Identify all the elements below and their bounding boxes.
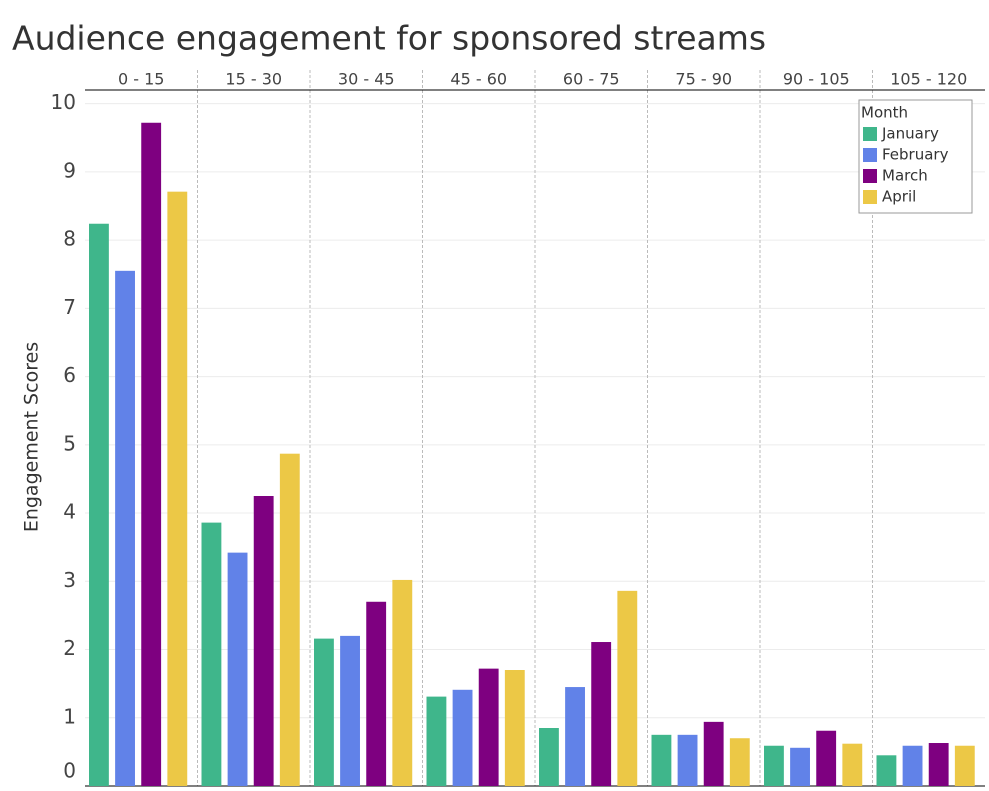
bar xyxy=(426,696,447,786)
chart-title: Audience engagement for sponsored stream… xyxy=(12,19,766,58)
y-tick-label: 6 xyxy=(63,363,76,387)
bar xyxy=(842,743,863,786)
bar xyxy=(89,223,109,786)
bar xyxy=(115,270,135,787)
bar xyxy=(876,755,897,786)
bar xyxy=(677,734,698,786)
x-tick-label: 0 - 15 xyxy=(118,70,164,89)
y-tick-label: 1 xyxy=(63,704,76,728)
bar xyxy=(816,730,837,786)
bar xyxy=(651,734,672,786)
y-tick-label: 0 xyxy=(63,759,76,783)
legend-label: April xyxy=(882,188,916,206)
legend-swatch xyxy=(863,169,877,183)
bar xyxy=(253,496,274,786)
bar xyxy=(790,747,810,786)
bar xyxy=(565,687,585,786)
bar xyxy=(366,601,387,786)
bar xyxy=(392,579,413,786)
x-tick-label: 45 - 60 xyxy=(450,70,507,89)
legend-label: January xyxy=(881,125,939,143)
x-tick-label: 60 - 75 xyxy=(563,70,620,89)
legend-label: February xyxy=(882,146,949,164)
bar xyxy=(504,670,525,786)
bar xyxy=(703,721,724,786)
bar xyxy=(340,635,360,786)
bar xyxy=(591,642,612,786)
x-tick-label: 30 - 45 xyxy=(338,70,395,89)
bar xyxy=(227,552,248,786)
bar xyxy=(539,728,559,786)
y-tick-label: 9 xyxy=(63,158,76,182)
x-tick-label: 75 - 90 xyxy=(675,70,732,89)
bar xyxy=(928,743,949,786)
bar xyxy=(452,689,473,786)
x-tick-label: 15 - 30 xyxy=(225,70,282,89)
bar xyxy=(141,122,162,787)
bar xyxy=(201,522,222,786)
legend-swatch xyxy=(863,148,877,162)
bar xyxy=(729,738,750,786)
y-tick-label: 2 xyxy=(63,636,76,660)
y-tick-label: 4 xyxy=(63,500,76,524)
bar xyxy=(617,590,638,786)
y-tick-label: 3 xyxy=(63,568,76,592)
y-tick-label: 5 xyxy=(63,431,76,455)
legend-box xyxy=(858,99,973,214)
bar xyxy=(954,745,975,786)
legend-title: Month xyxy=(861,104,908,122)
y-axis-label: Engagement Scores xyxy=(21,342,43,532)
y-tick-label: 10 xyxy=(51,90,76,114)
bar xyxy=(764,745,784,786)
legend-label: March xyxy=(882,167,928,185)
bar xyxy=(167,191,188,786)
x-tick-label: 105 - 120 xyxy=(890,70,967,89)
y-tick-label: 7 xyxy=(63,295,76,319)
bar xyxy=(902,745,923,786)
bar xyxy=(279,453,300,786)
legend-swatch xyxy=(863,190,877,204)
y-tick-label: 8 xyxy=(63,227,76,251)
bar xyxy=(478,668,499,786)
x-tick-label: 90 - 105 xyxy=(783,70,850,89)
bar xyxy=(314,638,334,786)
legend-swatch xyxy=(863,127,877,141)
